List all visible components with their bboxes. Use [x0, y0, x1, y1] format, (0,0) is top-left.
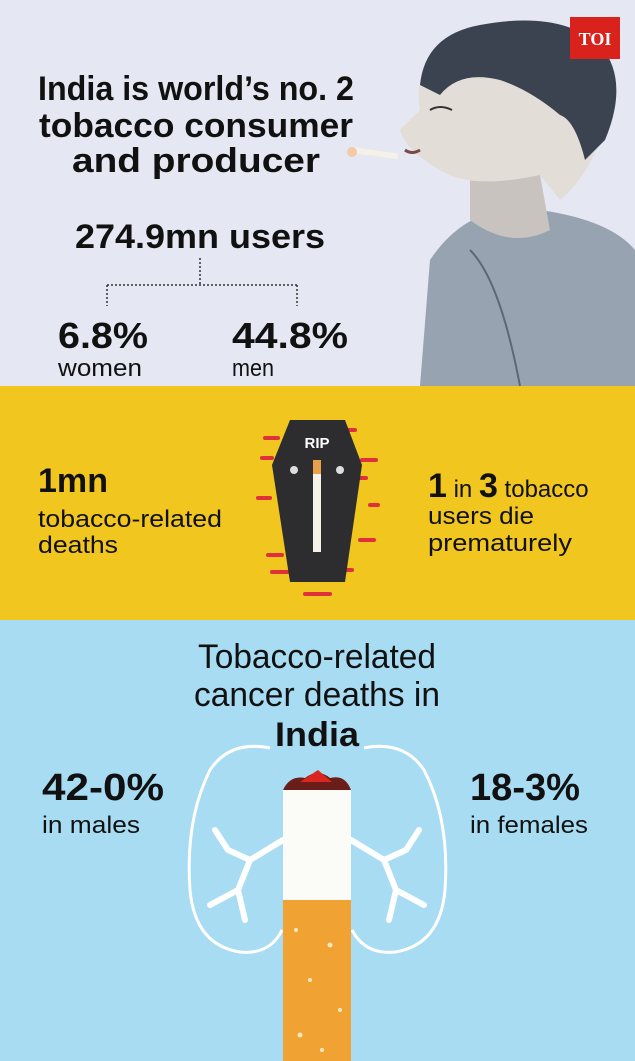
cigarette-illustration: [283, 770, 351, 1061]
ratio-joiner: in: [454, 476, 473, 503]
users-total: 274.9mn users: [75, 218, 325, 256]
ratio-line: 1 in 3 tobacco: [428, 467, 589, 505]
women-value: 6.8%: [58, 315, 148, 356]
coffin-label: RIP: [304, 435, 329, 452]
coffin-illustration: [256, 420, 380, 596]
cancer-title: Tobacco-related: [198, 638, 436, 676]
ratio-text: users die: [428, 503, 534, 530]
ratio-first: 1: [428, 467, 447, 505]
men-value: 44.8%: [232, 315, 348, 356]
connector: [106, 258, 298, 306]
title-line: and producer: [72, 142, 320, 180]
deaths-label: tobacco-related: [38, 506, 222, 533]
deaths-value: 1mn: [38, 462, 108, 500]
females-value: 18-3%: [470, 767, 580, 809]
cancer-country: India: [275, 716, 360, 754]
smoker-illustration: [347, 20, 635, 387]
lungs-illustration: [187, 744, 448, 954]
males-label: in males: [42, 812, 140, 839]
title-line: India is world’s no. 2: [38, 70, 354, 108]
males-value: 42-0%: [42, 767, 164, 809]
women-label: women: [57, 355, 142, 382]
ratio-text: tobacco: [505, 476, 589, 503]
ratio-text: prematurely: [428, 530, 572, 557]
females-label: in females: [470, 812, 588, 839]
logo-badge: [570, 17, 620, 59]
title-line: tobacco consumer: [39, 107, 353, 145]
logo: TOI: [579, 29, 612, 49]
cancer-title: cancer deaths in: [194, 676, 440, 714]
ratio-second: 3: [479, 467, 498, 505]
men-label: men: [232, 355, 274, 382]
deaths-label: deaths: [38, 532, 118, 559]
